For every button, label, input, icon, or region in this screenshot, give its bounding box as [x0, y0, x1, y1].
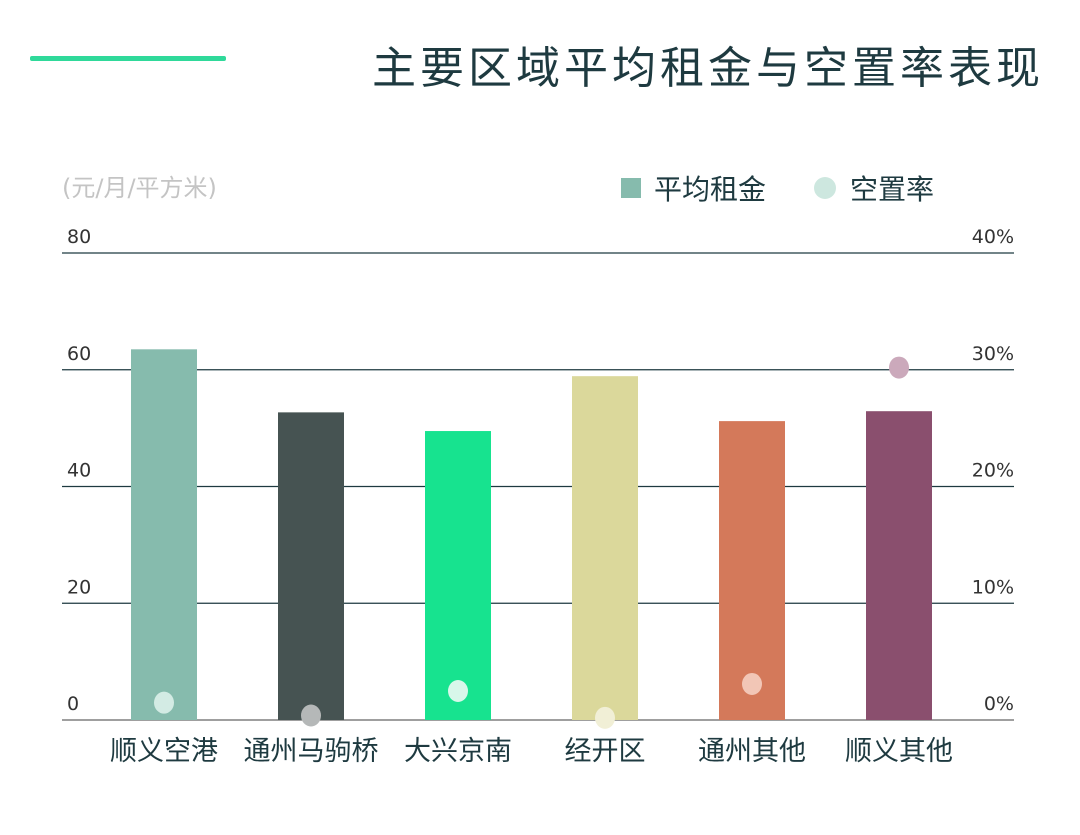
vacancy-dot-通州其他 [742, 672, 762, 695]
bar-大兴京南 [425, 431, 491, 720]
legend-label-rent: 平均租金 [654, 173, 766, 206]
y-right-tick: 20% [972, 460, 1014, 482]
y-left-tick: 0 [67, 693, 79, 715]
bar-顺义空港 [131, 349, 197, 720]
y-right-tick: 30% [972, 343, 1014, 365]
bar-通州其他 [719, 421, 785, 720]
vacancy-dot-顺义其他 [889, 356, 909, 379]
accent-bar [30, 56, 226, 61]
bar-经开区 [572, 376, 638, 720]
chart-title: 主要区域平均租金与空置率表现 [372, 43, 1044, 94]
y-left-tick: 40 [67, 460, 91, 482]
x-tick-label: 经开区 [565, 736, 646, 767]
y-right-tick: 10% [972, 576, 1014, 598]
vacancy-dot-大兴京南 [448, 679, 468, 702]
y-right-tick: 40% [972, 226, 1014, 248]
vacancy-dot-通州马驹桥 [301, 704, 321, 727]
bar-顺义其他 [866, 411, 932, 720]
unit-label: (元/月/平方米) [62, 174, 217, 202]
legend-label-vacancy: 空置率 [850, 173, 934, 206]
legend-dot-swatch [814, 177, 836, 199]
x-tick-label: 顺义空港 [110, 736, 218, 767]
x-tick-label: 顺义其他 [845, 736, 953, 767]
y-right-tick: 0% [984, 693, 1014, 715]
legend-bar-swatch [621, 178, 641, 198]
x-tick-label: 通州其他 [698, 736, 806, 767]
x-tick-label: 大兴京南 [404, 736, 512, 767]
vacancy-dot-顺义空港 [154, 691, 174, 714]
vacancy-dot-经开区 [595, 706, 615, 729]
y-left-tick: 20 [67, 576, 91, 598]
y-left-tick: 80 [67, 226, 91, 248]
x-tick-label: 通州马驹桥 [244, 736, 379, 767]
y-left-tick: 60 [67, 343, 91, 365]
bar-通州马驹桥 [278, 412, 344, 720]
